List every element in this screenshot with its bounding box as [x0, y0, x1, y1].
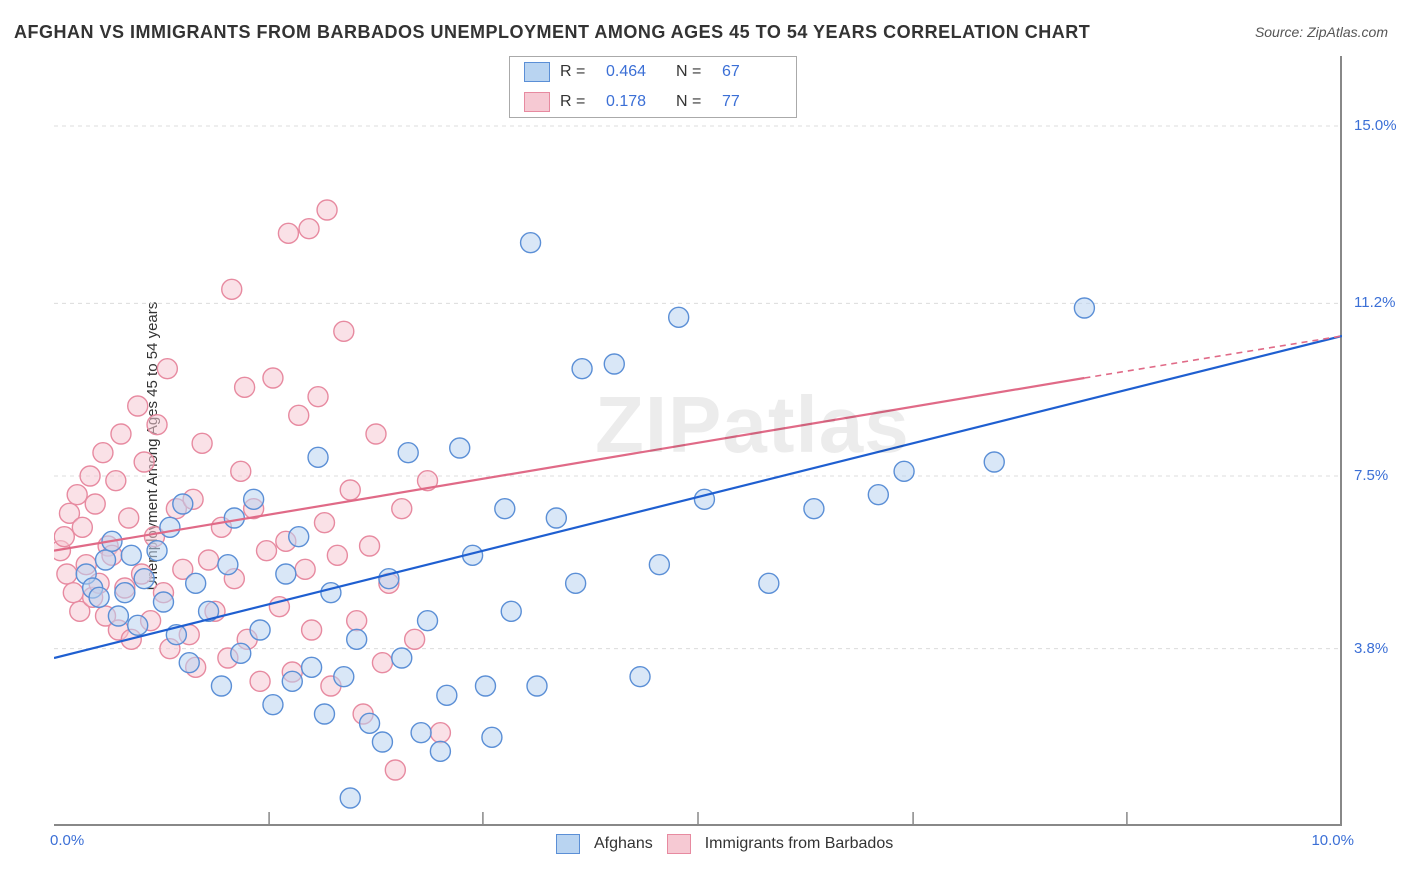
chart-container: AFGHAN VS IMMIGRANTS FROM BARBADOS UNEMP… — [0, 0, 1406, 892]
x-tick-label: 10.0% — [1311, 832, 1354, 849]
y-tick-label: 15.0% — [1354, 117, 1397, 134]
legend-series-label: Afghans — [594, 835, 653, 853]
chart-title: AFGHAN VS IMMIGRANTS FROM BARBADOS UNEMP… — [14, 22, 1090, 43]
source-label: Source: ZipAtlas.com — [1255, 24, 1388, 40]
legend-series-label: Immigrants from Barbados — [705, 835, 894, 853]
y-tick-label: 7.5% — [1354, 467, 1388, 484]
y-tick-label: 3.8% — [1354, 640, 1388, 657]
scatter-svg — [54, 56, 1342, 826]
legend-series: Afghans Immigrants from Barbados — [556, 834, 893, 854]
legend-correlation: R =0.464N =67R =0.178N =77 — [509, 56, 797, 118]
x-tick-label: 0.0% — [50, 832, 84, 849]
plot-area: ZIPatlas R =0.464N =67R =0.178N =77 — [54, 56, 1342, 826]
legend-correlation-row: R =0.178N =77 — [510, 87, 796, 117]
legend-swatch — [556, 834, 580, 854]
legend-swatch — [524, 62, 550, 82]
y-tick-label: 11.2% — [1354, 294, 1395, 311]
legend-swatch — [524, 92, 550, 112]
legend-correlation-row: R =0.464N =67 — [510, 57, 796, 87]
legend-swatch — [667, 834, 691, 854]
